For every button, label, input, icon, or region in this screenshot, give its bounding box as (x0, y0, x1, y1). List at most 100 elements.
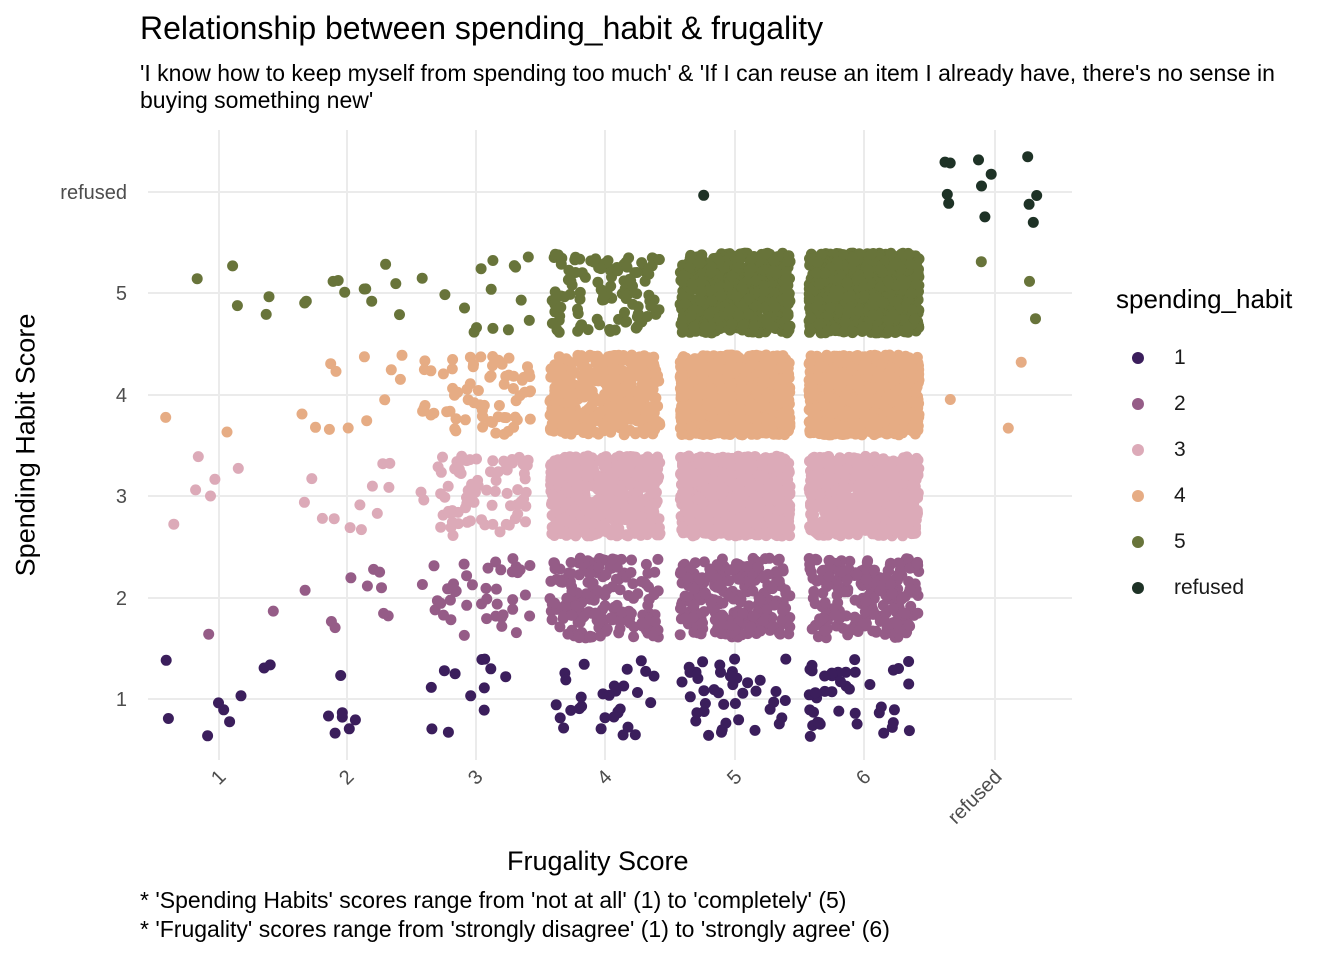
data-point (550, 292, 562, 304)
data-point (592, 350, 604, 362)
data-point (449, 668, 461, 680)
data-point (235, 690, 247, 702)
data-point (652, 553, 664, 565)
data-point (227, 260, 239, 272)
data-point (508, 421, 520, 433)
data-point (550, 499, 562, 511)
data-point (607, 553, 619, 565)
data-point (260, 308, 272, 320)
data-point (629, 520, 641, 531)
data-point (496, 620, 508, 632)
data-point (625, 275, 637, 286)
data-point (600, 625, 612, 637)
data-point (819, 625, 831, 637)
data-point (806, 623, 818, 635)
data-point (716, 553, 728, 565)
data-point (705, 266, 717, 278)
data-point (676, 676, 688, 688)
data-point (468, 496, 480, 508)
data-point (475, 263, 487, 275)
data-point (643, 289, 655, 301)
data-point (599, 712, 611, 724)
data-point (323, 710, 334, 722)
data-point (823, 571, 835, 583)
data-point (576, 319, 588, 331)
data-point (344, 522, 356, 534)
data-point (548, 422, 560, 434)
data-point (507, 594, 519, 606)
data-point (611, 464, 623, 476)
data-point (839, 586, 851, 598)
data-point (343, 723, 355, 735)
data-point (360, 283, 372, 295)
data-point (683, 359, 694, 371)
data-point (892, 569, 904, 581)
data-point (519, 589, 531, 601)
data-point (685, 310, 697, 322)
data-point (674, 383, 686, 394)
data-point (593, 561, 605, 573)
data-point (480, 582, 492, 594)
data-point (570, 600, 582, 612)
data-point (632, 308, 644, 320)
data-point (860, 595, 872, 607)
data-point (745, 621, 757, 633)
data-point (580, 469, 592, 480)
data-point (416, 272, 428, 284)
data-point (497, 609, 509, 621)
data-point (691, 469, 703, 481)
data-point (679, 298, 691, 310)
data-point (390, 278, 402, 290)
data-point (554, 362, 566, 374)
data-point (299, 584, 311, 596)
data-point (646, 499, 658, 511)
grid-lines (148, 130, 1072, 760)
data-point (568, 410, 580, 422)
data-point (691, 506, 702, 518)
data-point (912, 607, 924, 619)
data-point (620, 509, 632, 521)
data-point (550, 396, 562, 408)
data-point (773, 575, 785, 587)
data-point (630, 322, 642, 334)
data-point (583, 403, 594, 415)
data-point (486, 499, 498, 511)
data-point (649, 616, 661, 628)
data-point (724, 564, 736, 576)
data-point (576, 700, 588, 712)
data-point (742, 308, 754, 320)
data-point (458, 558, 470, 570)
data-point (613, 627, 625, 639)
data-point (826, 686, 838, 698)
data-point (599, 421, 611, 433)
data-point (559, 499, 571, 511)
data-point (706, 407, 718, 418)
data-point (192, 451, 204, 463)
data-point (221, 426, 233, 438)
data-point (754, 594, 766, 606)
data-point (675, 566, 687, 578)
data-point (510, 627, 522, 639)
data-point (819, 597, 831, 609)
data-point (555, 301, 567, 313)
data-point (761, 314, 772, 326)
data-point (776, 712, 788, 724)
data-point (623, 252, 635, 264)
data-point (819, 670, 831, 682)
data-point (558, 610, 570, 622)
data-point (768, 599, 780, 611)
data-point (754, 674, 766, 686)
data-point (566, 279, 578, 291)
data-point (561, 592, 573, 604)
data-point (707, 492, 719, 504)
data-point (642, 265, 654, 277)
data-point (453, 464, 465, 475)
data-point (627, 578, 639, 590)
data-point (625, 457, 637, 469)
data-point (774, 496, 786, 508)
data-point (477, 411, 489, 423)
data-point (345, 572, 357, 584)
data-point (851, 718, 863, 730)
data-point (549, 563, 561, 575)
data-point (547, 405, 559, 417)
